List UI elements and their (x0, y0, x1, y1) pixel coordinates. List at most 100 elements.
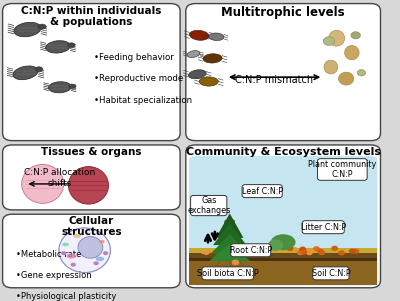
Ellipse shape (357, 70, 366, 76)
Text: Cellular
structures: Cellular structures (61, 216, 122, 237)
Ellipse shape (271, 234, 296, 250)
Text: Multitrophic levels: Multitrophic levels (221, 6, 345, 19)
Text: Root C:N:P: Root C:N:P (230, 246, 272, 255)
FancyBboxPatch shape (225, 220, 235, 253)
Circle shape (318, 250, 325, 255)
FancyBboxPatch shape (202, 267, 254, 280)
Ellipse shape (328, 30, 345, 46)
Text: Leaf C:N:P: Leaf C:N:P (242, 187, 283, 196)
Circle shape (252, 247, 259, 252)
Circle shape (331, 246, 338, 251)
Polygon shape (189, 248, 378, 253)
Circle shape (352, 249, 359, 254)
Circle shape (300, 250, 307, 255)
FancyBboxPatch shape (302, 221, 344, 234)
Circle shape (70, 263, 76, 267)
Circle shape (291, 247, 298, 252)
Ellipse shape (14, 22, 41, 37)
Ellipse shape (96, 257, 104, 261)
Ellipse shape (99, 240, 105, 243)
FancyBboxPatch shape (186, 145, 380, 288)
Text: C:N:P allocation
shifts: C:N:P allocation shifts (24, 169, 96, 188)
Ellipse shape (323, 37, 335, 45)
Ellipse shape (68, 166, 108, 204)
Ellipse shape (59, 228, 110, 273)
Text: Community & Ecosystem levels: Community & Ecosystem levels (186, 147, 381, 157)
Ellipse shape (203, 54, 222, 63)
Circle shape (338, 250, 345, 256)
Polygon shape (189, 258, 378, 261)
Ellipse shape (48, 82, 71, 93)
Ellipse shape (268, 239, 283, 251)
Text: Soil C:N:P: Soil C:N:P (312, 269, 350, 278)
Ellipse shape (62, 243, 69, 247)
Text: Gas
exchanges: Gas exchanges (187, 196, 230, 215)
Ellipse shape (189, 30, 209, 40)
Ellipse shape (22, 164, 64, 203)
Text: Litter C:N:P: Litter C:N:P (301, 223, 346, 232)
FancyBboxPatch shape (313, 267, 349, 280)
Circle shape (203, 250, 210, 255)
FancyBboxPatch shape (189, 156, 378, 285)
Circle shape (306, 250, 313, 255)
Text: C:N:P within individuals
& populations: C:N:P within individuals & populations (21, 6, 162, 27)
Circle shape (349, 249, 356, 254)
Circle shape (299, 247, 306, 252)
Ellipse shape (68, 43, 75, 47)
Text: •Gene expression: •Gene expression (16, 271, 92, 280)
Ellipse shape (78, 237, 103, 258)
FancyBboxPatch shape (3, 4, 180, 141)
Circle shape (227, 248, 234, 253)
Circle shape (264, 248, 272, 253)
Ellipse shape (351, 32, 360, 39)
Circle shape (229, 250, 236, 255)
Circle shape (317, 249, 324, 254)
Circle shape (216, 249, 223, 254)
Text: •Physiological plasticity: •Physiological plasticity (16, 292, 116, 301)
Ellipse shape (46, 41, 70, 53)
FancyBboxPatch shape (318, 159, 367, 180)
Ellipse shape (188, 70, 206, 79)
Ellipse shape (35, 67, 43, 72)
Circle shape (226, 247, 233, 252)
Ellipse shape (209, 33, 224, 41)
Text: Soil biota C:N:P: Soil biota C:N:P (197, 269, 259, 278)
Ellipse shape (38, 24, 46, 29)
Circle shape (286, 246, 294, 251)
Text: C:N:P mismatch: C:N:P mismatch (234, 75, 313, 85)
FancyBboxPatch shape (186, 4, 380, 141)
FancyBboxPatch shape (231, 244, 271, 257)
Polygon shape (209, 244, 250, 261)
Circle shape (313, 246, 320, 251)
Text: Tissues & organs: Tissues & organs (41, 147, 142, 157)
Polygon shape (216, 213, 244, 238)
Polygon shape (189, 261, 378, 285)
Circle shape (227, 249, 234, 254)
Ellipse shape (338, 72, 354, 85)
FancyBboxPatch shape (242, 185, 282, 198)
Polygon shape (213, 223, 246, 245)
Circle shape (61, 251, 66, 255)
Text: •Feeding behavior: •Feeding behavior (94, 53, 174, 62)
Circle shape (261, 250, 268, 255)
Polygon shape (211, 234, 249, 254)
Text: •Habitat specialization: •Habitat specialization (94, 96, 192, 105)
Ellipse shape (73, 234, 81, 238)
Ellipse shape (66, 253, 76, 259)
Ellipse shape (187, 51, 200, 57)
Polygon shape (189, 253, 378, 261)
Circle shape (305, 249, 312, 254)
Ellipse shape (324, 60, 338, 74)
Circle shape (94, 261, 99, 265)
Circle shape (297, 250, 304, 255)
Circle shape (232, 259, 239, 265)
Text: •Metabolic rate: •Metabolic rate (16, 250, 81, 259)
Ellipse shape (69, 84, 76, 88)
Text: Plant community
C:N:P: Plant community C:N:P (308, 160, 376, 179)
Text: •Reproductive mode: •Reproductive mode (94, 74, 184, 83)
Ellipse shape (199, 77, 218, 86)
FancyBboxPatch shape (3, 214, 180, 288)
Ellipse shape (345, 45, 359, 60)
Circle shape (200, 249, 207, 254)
Ellipse shape (13, 66, 38, 80)
